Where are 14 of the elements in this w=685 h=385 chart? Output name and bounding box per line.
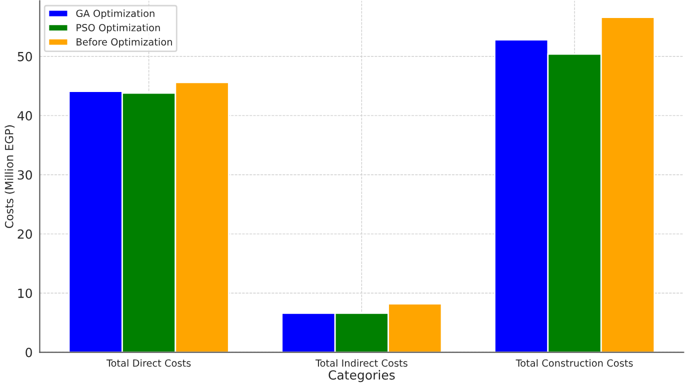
x-axis-title: Categories: [328, 370, 395, 382]
y-axis-title: Costs (Million EGP): [4, 125, 15, 228]
legend-label: PSO Optimization: [76, 24, 160, 34]
y-tick-label: 40: [17, 111, 32, 120]
legend-label: Before Optimization: [76, 38, 172, 48]
y-tick-label: 20: [18, 229, 32, 239]
y-tick-label: 30: [18, 170, 32, 180]
legend-label: GA Optimization: [76, 10, 154, 19]
x-tick-label: Total Construction Costs: [516, 359, 633, 367]
y-tick-label: 50: [18, 52, 32, 62]
y-tick-label: 0: [26, 348, 32, 358]
x-tick-label: Total Direct Costs: [106, 359, 191, 367]
x-tick-label: Total Indirect Costs: [315, 359, 408, 367]
y-tick-label: 10: [18, 288, 32, 298]
